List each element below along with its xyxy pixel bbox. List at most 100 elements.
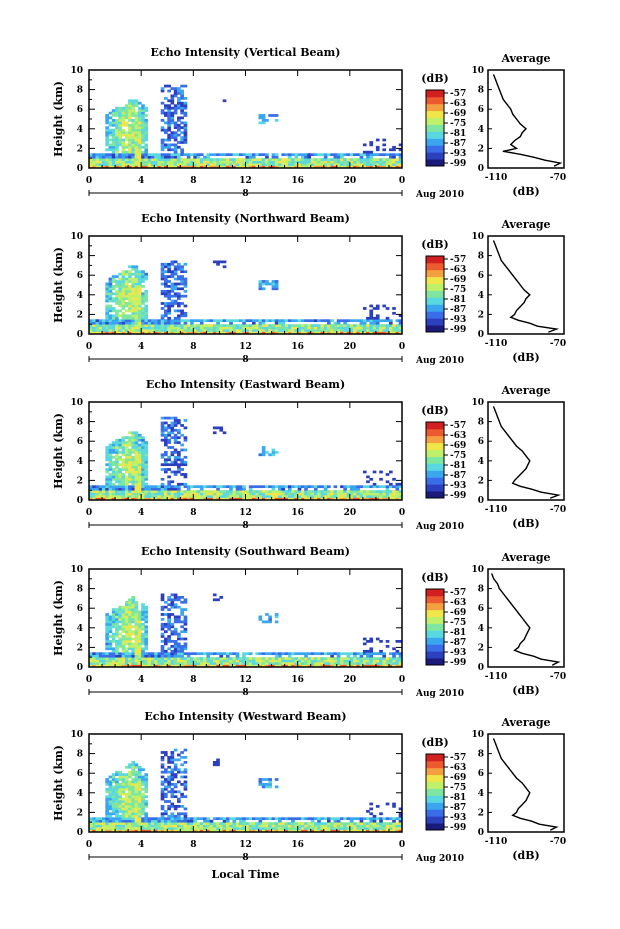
heatmap-cell bbox=[216, 426, 220, 430]
x-tick-label: 20 bbox=[344, 508, 357, 518]
heatmap-cell bbox=[297, 827, 302, 830]
heatmap-cell bbox=[297, 485, 302, 489]
heatmap-cell bbox=[327, 829, 331, 833]
heatmap-cell bbox=[137, 165, 142, 169]
heatmap-cell bbox=[369, 495, 374, 498]
heatmap-cell bbox=[141, 131, 145, 135]
heatmap-cell bbox=[167, 598, 171, 602]
heatmap-cell bbox=[369, 143, 374, 147]
heatmap-cell bbox=[141, 307, 145, 310]
heatmap-cell bbox=[173, 662, 178, 665]
heatmap-cell bbox=[95, 158, 100, 161]
heatmap-cell bbox=[183, 97, 188, 100]
heatmap-cell bbox=[164, 497, 168, 501]
heatmap-cell bbox=[173, 148, 178, 152]
heatmap-cell bbox=[258, 329, 263, 332]
heatmap-cell bbox=[167, 492, 171, 496]
heatmap-cell bbox=[239, 324, 243, 327]
heatmap-cell bbox=[271, 485, 276, 489]
heatmap-cell bbox=[144, 647, 149, 651]
heatmap-cell bbox=[278, 495, 282, 498]
heatmap-cell bbox=[183, 114, 188, 117]
heatmap-cell bbox=[141, 158, 145, 161]
heatmap-cell bbox=[131, 807, 136, 811]
heatmap-cell bbox=[307, 659, 312, 663]
heatmap-cell bbox=[304, 163, 308, 166]
heatmap-cell bbox=[134, 121, 139, 125]
heatmap-cell bbox=[385, 319, 390, 323]
heatmap-cell bbox=[141, 608, 145, 611]
heatmap-cell bbox=[115, 780, 119, 784]
heatmap-cell bbox=[265, 331, 269, 335]
heatmap-cell bbox=[115, 111, 119, 115]
heatmap-cell bbox=[164, 470, 168, 474]
heatmap-cell bbox=[212, 659, 217, 663]
heatmap-cell bbox=[167, 490, 171, 493]
heatmap-cell bbox=[160, 321, 165, 325]
heatmap-cell bbox=[108, 463, 113, 467]
heatmap-cell bbox=[124, 160, 129, 164]
heatmap-cell bbox=[118, 287, 122, 291]
heatmap-cell bbox=[183, 829, 188, 833]
heatmap-cell bbox=[92, 153, 96, 157]
heatmap-cell bbox=[186, 664, 191, 668]
y-axis-label: Height (km) bbox=[52, 413, 65, 489]
heatmap-cell bbox=[255, 652, 259, 656]
heatmap-cell bbox=[398, 331, 403, 335]
heatmap-cell bbox=[219, 662, 224, 665]
heatmap-cell bbox=[330, 326, 334, 330]
heatmap-cell bbox=[320, 657, 325, 660]
heatmap-cell bbox=[173, 126, 178, 130]
heatmap-cell bbox=[124, 458, 129, 462]
heatmap-cell bbox=[209, 163, 214, 166]
heatmap-cell bbox=[265, 824, 269, 828]
heatmap-cell bbox=[98, 822, 103, 825]
heatmap-cell bbox=[121, 314, 126, 318]
heatmap-cell bbox=[167, 89, 171, 93]
heatmap-cell bbox=[323, 827, 328, 830]
heatmap-cell bbox=[144, 443, 149, 447]
heatmap-cell bbox=[261, 822, 266, 825]
heatmap-cell bbox=[131, 265, 136, 269]
heatmap-cell bbox=[144, 126, 149, 130]
heatmap-cell bbox=[124, 662, 129, 665]
heatmap-cell bbox=[239, 819, 243, 823]
heatmap-cell bbox=[199, 324, 204, 327]
heatmap-cell bbox=[300, 829, 305, 833]
heatmap-cell bbox=[134, 824, 139, 828]
heatmap-cell bbox=[362, 143, 367, 147]
heatmap-cell bbox=[268, 659, 272, 663]
heatmap-cell bbox=[385, 659, 390, 663]
heatmap-cell bbox=[252, 153, 256, 157]
heatmap-cell bbox=[255, 829, 259, 833]
heatmap-cell bbox=[118, 163, 122, 166]
heatmap-cell bbox=[108, 321, 113, 325]
heatmap-cell bbox=[111, 128, 116, 132]
heatmap-cell bbox=[359, 652, 364, 656]
heatmap-cell bbox=[160, 463, 165, 467]
heatmap-cell bbox=[212, 664, 217, 668]
heatmap-cell bbox=[124, 800, 129, 803]
heatmap-cell bbox=[160, 314, 165, 318]
heatmap-cell bbox=[340, 155, 344, 159]
heatmap-cell bbox=[95, 329, 100, 332]
heatmap-cell bbox=[134, 150, 139, 154]
heatmap-cell bbox=[115, 275, 119, 278]
heatmap-cell bbox=[235, 326, 240, 330]
heatmap-cell bbox=[164, 282, 168, 286]
heatmap-cell bbox=[219, 329, 224, 332]
heatmap-cell bbox=[196, 329, 201, 332]
heatmap-cell bbox=[317, 664, 321, 668]
heatmap-cell bbox=[170, 326, 175, 330]
heatmap-cell bbox=[353, 490, 357, 493]
heatmap-cell bbox=[375, 657, 380, 660]
heatmap-cell bbox=[177, 106, 181, 110]
heatmap-cell bbox=[128, 453, 132, 457]
heatmap-cell bbox=[167, 319, 171, 323]
colorbar-swatch bbox=[426, 96, 444, 105]
average-x-tick-label: -110 bbox=[485, 173, 508, 183]
heatmap-cell bbox=[177, 436, 181, 440]
heatmap-cell bbox=[115, 128, 119, 132]
heatmap-cell bbox=[118, 802, 122, 806]
colorbar-swatch bbox=[426, 589, 444, 597]
